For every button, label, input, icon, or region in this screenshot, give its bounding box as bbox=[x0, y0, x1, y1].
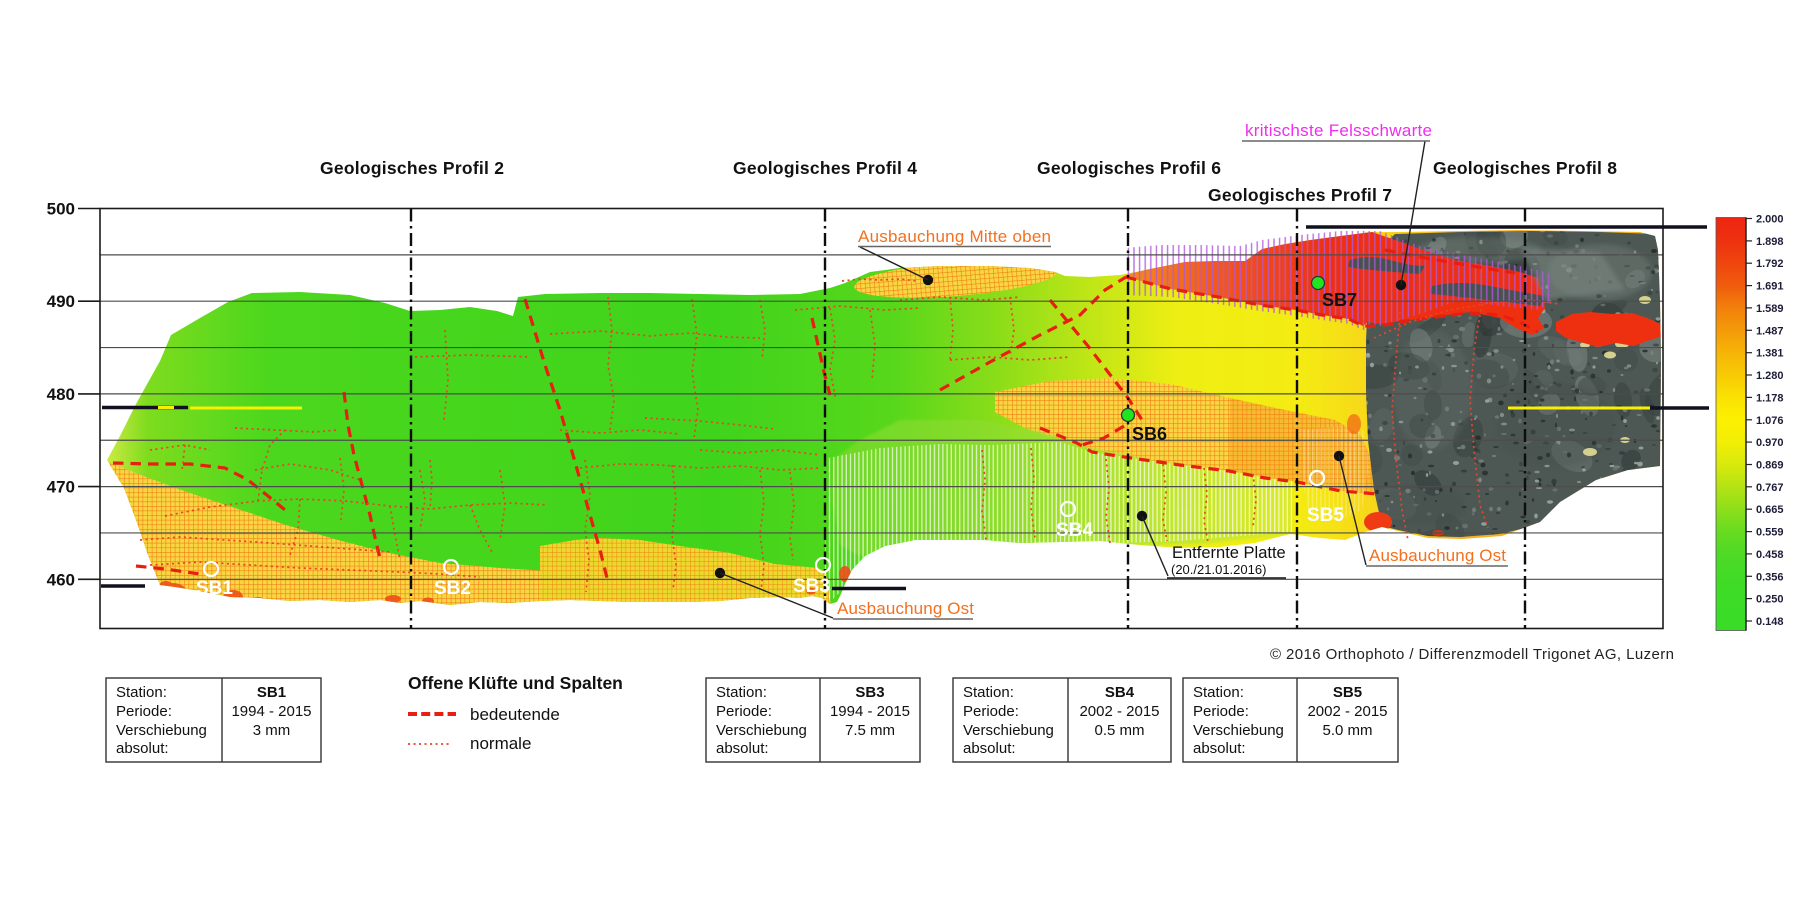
svg-text:SB4: SB4 bbox=[1056, 520, 1093, 541]
svg-text:480: 480 bbox=[47, 385, 75, 404]
svg-text:bedeutende: bedeutende bbox=[470, 705, 560, 724]
svg-text:460: 460 bbox=[47, 570, 75, 589]
svg-text:Entfernte Platte: Entfernte Platte bbox=[1172, 544, 1286, 562]
svg-text:470: 470 bbox=[47, 478, 75, 497]
svg-text:0.250: 0.250 bbox=[1756, 594, 1784, 606]
svg-text:Periode:: Periode: bbox=[116, 703, 172, 720]
svg-text:SB5: SB5 bbox=[1307, 505, 1344, 526]
svg-text:0.559: 0.559 bbox=[1756, 527, 1784, 539]
svg-text:1994 - 2015: 1994 - 2015 bbox=[231, 703, 311, 720]
svg-text:SB4: SB4 bbox=[1105, 684, 1135, 701]
svg-text:2002 - 2015: 2002 - 2015 bbox=[1307, 703, 1387, 720]
svg-text:Offene Klüfte und Spalten: Offene Klüfte und Spalten bbox=[408, 673, 623, 693]
svg-text:Verschiebung: Verschiebung bbox=[963, 722, 1054, 739]
svg-text:Ausbauchung Ost: Ausbauchung Ost bbox=[1369, 546, 1506, 565]
svg-text:(20./21.01.2016): (20./21.01.2016) bbox=[1171, 562, 1266, 577]
svg-text:1.898: 1.898 bbox=[1756, 236, 1784, 248]
svg-text:Station:: Station: bbox=[116, 684, 167, 701]
svg-text:0.767: 0.767 bbox=[1756, 482, 1784, 494]
svg-text:SB5: SB5 bbox=[1333, 684, 1362, 701]
svg-text:Verschiebung: Verschiebung bbox=[116, 722, 207, 739]
svg-text:© 2016 Orthophoto / Differenzm: © 2016 Orthophoto / Differenzmodell Trig… bbox=[1270, 646, 1674, 663]
svg-text:SB2: SB2 bbox=[434, 578, 471, 599]
svg-text:1.178: 1.178 bbox=[1756, 392, 1784, 404]
svg-text:SB1: SB1 bbox=[196, 578, 233, 599]
svg-text:normale: normale bbox=[470, 734, 531, 753]
svg-text:2002 - 2015: 2002 - 2015 bbox=[1079, 703, 1159, 720]
svg-text:Verschiebung: Verschiebung bbox=[716, 722, 807, 739]
svg-text:Geologisches Profil 8: Geologisches Profil 8 bbox=[1433, 158, 1617, 178]
svg-text:SB7: SB7 bbox=[1322, 290, 1357, 310]
svg-text:SB3: SB3 bbox=[855, 684, 884, 701]
svg-text:Periode:: Periode: bbox=[963, 703, 1019, 720]
svg-text:3 mm: 3 mm bbox=[253, 722, 291, 739]
svg-text:Periode:: Periode: bbox=[1193, 703, 1249, 720]
svg-text:absolut:: absolut: bbox=[1193, 740, 1246, 757]
svg-text:1.280: 1.280 bbox=[1756, 370, 1784, 382]
svg-text:SB1: SB1 bbox=[257, 684, 286, 701]
svg-text:0.148: 0.148 bbox=[1756, 616, 1784, 628]
svg-text:0.665: 0.665 bbox=[1756, 504, 1784, 516]
svg-text:SB3: SB3 bbox=[793, 576, 830, 597]
svg-text:Geologisches Profil 7: Geologisches Profil 7 bbox=[1208, 185, 1392, 205]
svg-text:1994 - 2015: 1994 - 2015 bbox=[830, 703, 910, 720]
svg-text:0.869: 0.869 bbox=[1756, 460, 1784, 472]
svg-text:490: 490 bbox=[47, 292, 75, 311]
svg-text:1.792: 1.792 bbox=[1756, 258, 1784, 270]
svg-text:1.691: 1.691 bbox=[1756, 281, 1784, 293]
svg-text:Station:: Station: bbox=[1193, 684, 1244, 701]
svg-text:Station:: Station: bbox=[963, 684, 1014, 701]
svg-text:absolut:: absolut: bbox=[716, 740, 769, 757]
svg-text:Periode:: Periode: bbox=[716, 703, 772, 720]
svg-text:2.000: 2.000 bbox=[1756, 214, 1784, 226]
svg-text:kritischste Felsschwarte: kritischste Felsschwarte bbox=[1245, 121, 1432, 140]
svg-text:5.0 mm: 5.0 mm bbox=[1322, 722, 1372, 739]
svg-text:7.5 mm: 7.5 mm bbox=[845, 722, 895, 739]
svg-text:absolut:: absolut: bbox=[963, 740, 1016, 757]
svg-text:1.381: 1.381 bbox=[1756, 348, 1784, 360]
svg-text:1.487: 1.487 bbox=[1756, 325, 1784, 337]
svg-text:0.458: 0.458 bbox=[1756, 549, 1784, 561]
svg-text:1.589: 1.589 bbox=[1756, 303, 1784, 315]
svg-text:0.356: 0.356 bbox=[1756, 571, 1784, 583]
svg-text:0.970: 0.970 bbox=[1756, 437, 1784, 449]
svg-text:Geologisches Profil 6: Geologisches Profil 6 bbox=[1037, 158, 1221, 178]
svg-text:SB6: SB6 bbox=[1132, 424, 1167, 444]
svg-text:Ausbauchung Mitte oben: Ausbauchung Mitte oben bbox=[858, 227, 1051, 246]
svg-text:500: 500 bbox=[47, 200, 75, 219]
svg-text:Geologisches Profil 4: Geologisches Profil 4 bbox=[733, 158, 917, 178]
svg-text:Station:: Station: bbox=[716, 684, 767, 701]
svg-text:0.5 mm: 0.5 mm bbox=[1094, 722, 1144, 739]
svg-text:Verschiebung: Verschiebung bbox=[1193, 722, 1284, 739]
svg-text:absolut:: absolut: bbox=[116, 740, 169, 757]
svg-text:Ausbauchung Ost: Ausbauchung Ost bbox=[837, 599, 974, 618]
svg-text:Geologisches Profil 2: Geologisches Profil 2 bbox=[320, 158, 504, 178]
svg-text:1.076: 1.076 bbox=[1756, 415, 1784, 427]
